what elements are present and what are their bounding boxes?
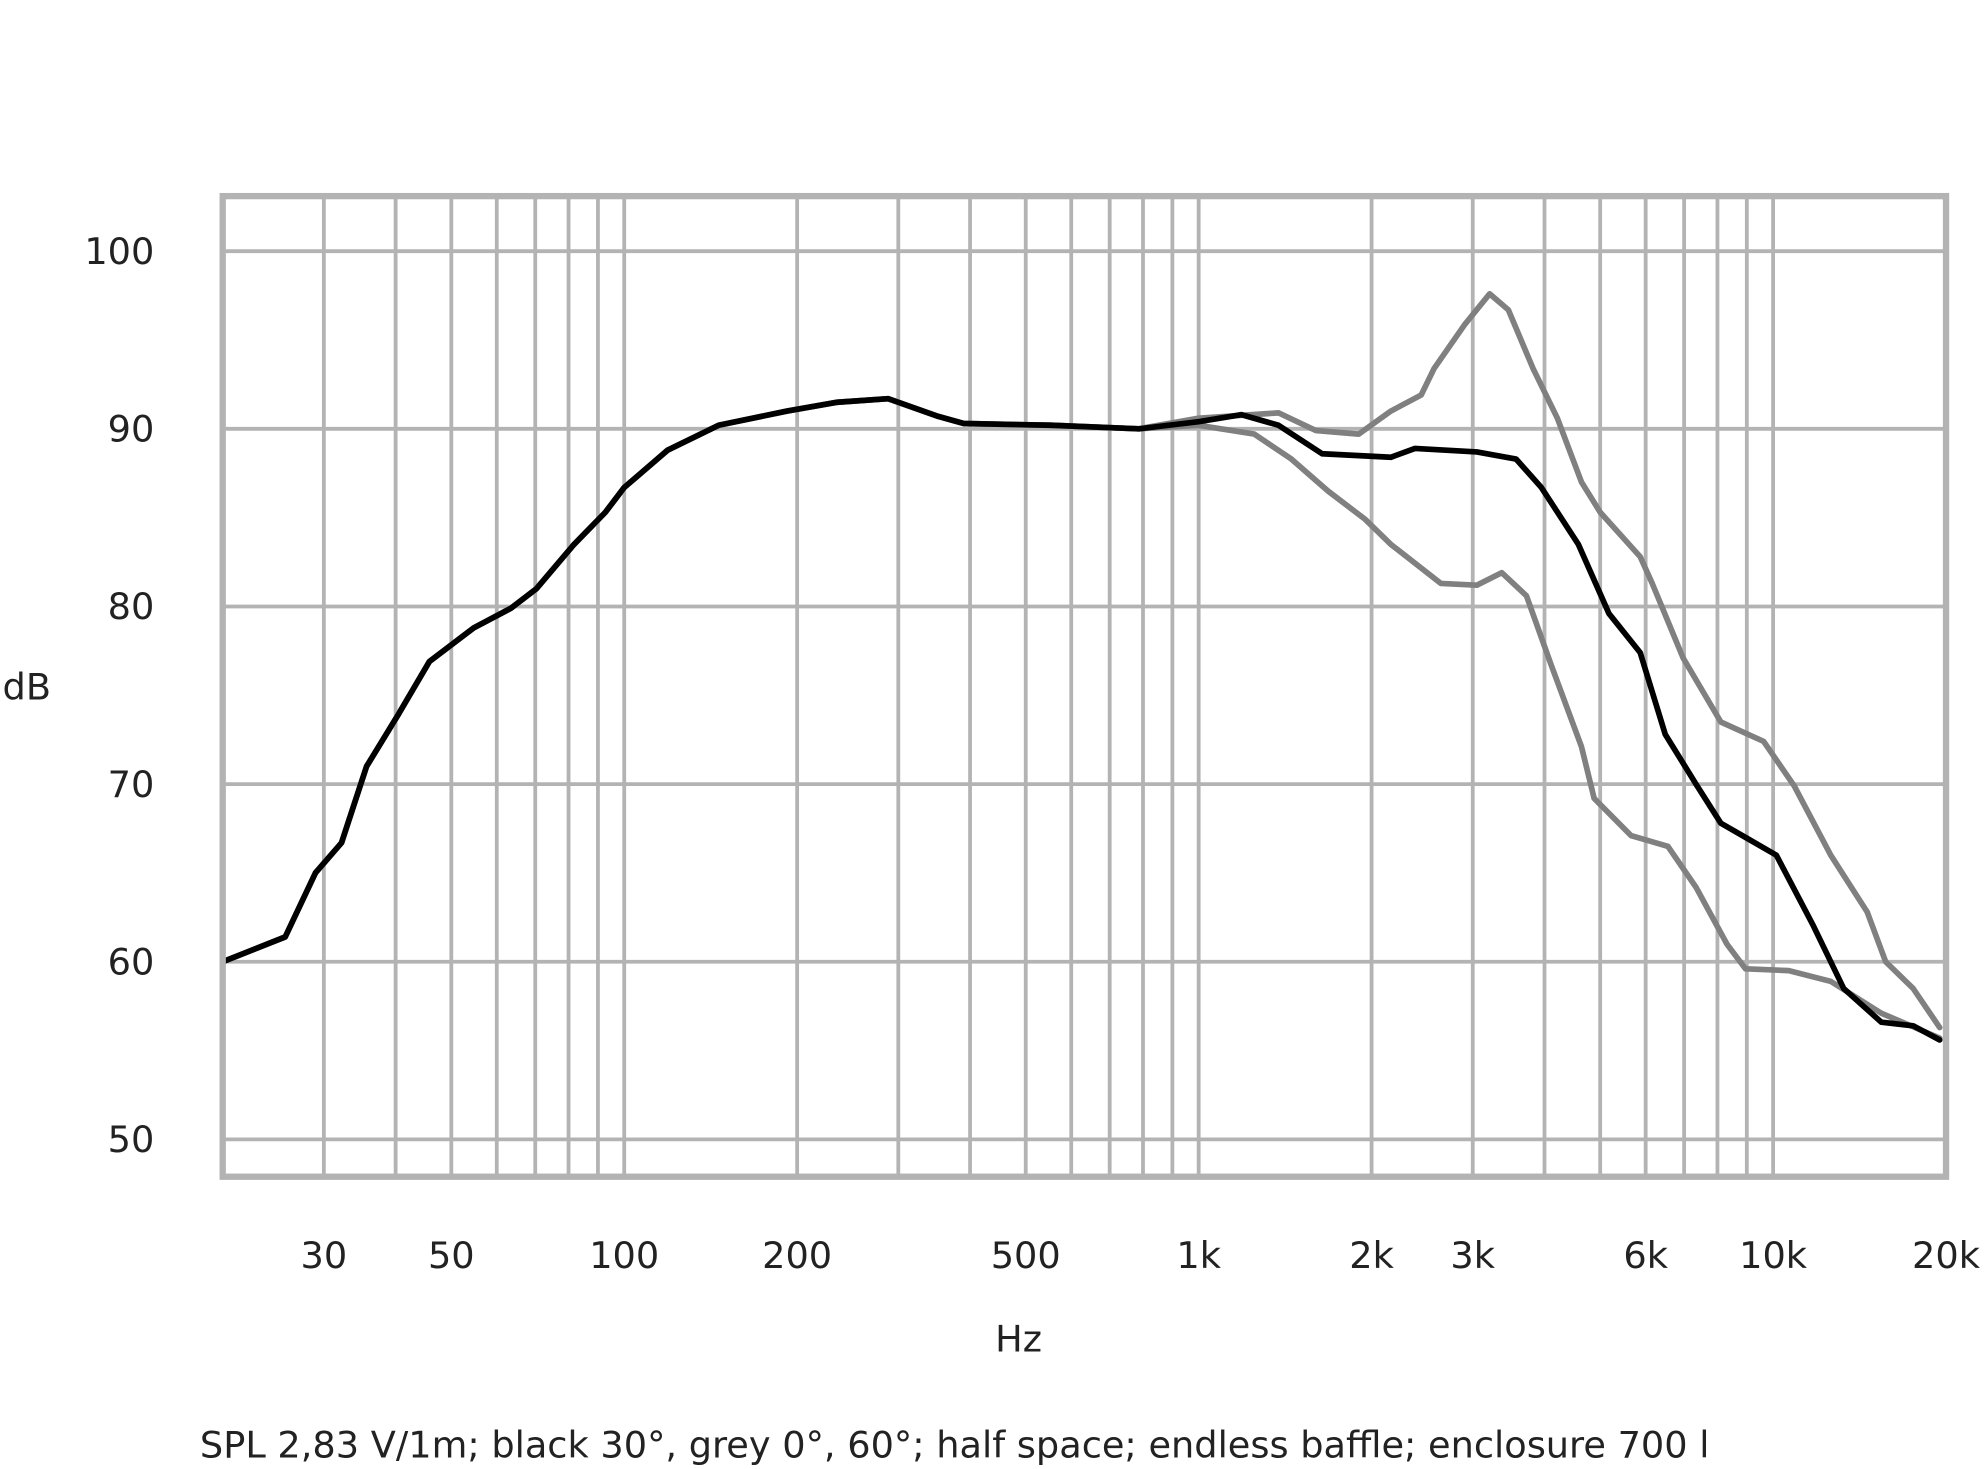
- x-tick-label: 3k: [1450, 1234, 1495, 1277]
- x-tick-labels: 30 50 100 200 500 1k 2k 3k 6k 10k 20k: [301, 1234, 1981, 1277]
- series-line-black: [219, 395, 1943, 1043]
- x-tick-label: 100: [589, 1234, 659, 1277]
- y-tick-label: 90: [108, 407, 155, 450]
- x-tick-label: 500: [991, 1234, 1061, 1277]
- x-tick-label: 2k: [1349, 1234, 1394, 1277]
- x-tick-label: 20k: [1912, 1234, 1981, 1277]
- y-tick-label: 60: [108, 940, 155, 983]
- x-tick-label: 30: [301, 1234, 348, 1277]
- y-tick-label: 100: [84, 230, 154, 273]
- series-line-grey-0: [219, 290, 1943, 1031]
- x-tick-label: 1k: [1176, 1234, 1221, 1277]
- x-axis-label: Hz: [995, 1317, 1042, 1360]
- y-tick-label: 80: [108, 585, 155, 628]
- y-tick-label: 70: [108, 763, 155, 806]
- y-axis-label: dB: [3, 666, 51, 709]
- y-tick-label: 50: [108, 1118, 155, 1161]
- chart-caption: SPL 2,83 V/1m; black 30°, grey 0°, 60°; …: [200, 1424, 1710, 1467]
- x-tick-label: 50: [428, 1234, 475, 1277]
- curves: [219, 290, 1943, 1043]
- x-tick-label: 200: [762, 1234, 832, 1277]
- x-tick-label: 10k: [1739, 1234, 1808, 1277]
- plot-frame: [219, 192, 1950, 1180]
- y-tick-labels: 50 60 70 80 90 100: [84, 230, 154, 1161]
- series-line-grey-1: [219, 395, 1943, 1042]
- grid: [222, 196, 1947, 1177]
- x-tick-label: 6k: [1623, 1234, 1668, 1277]
